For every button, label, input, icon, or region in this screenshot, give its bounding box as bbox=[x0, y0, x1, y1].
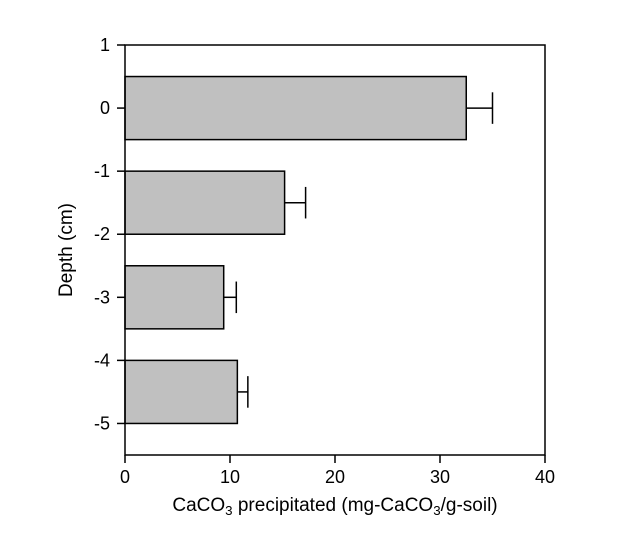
y-tick-label: -1 bbox=[94, 161, 110, 181]
bar-0 bbox=[125, 77, 466, 140]
y-tick-label: -4 bbox=[94, 350, 110, 370]
y-axis: -5 -4 -3 -2 -1 0 1 bbox=[94, 35, 125, 433]
y-tick-label: -3 bbox=[94, 287, 110, 307]
y-tick-label: -2 bbox=[94, 224, 110, 244]
bar-3 bbox=[125, 360, 237, 423]
x-axis-label: CaCO3 precipitated (mg-CaCO3/g-soil) bbox=[172, 495, 497, 518]
x-tick-label: 10 bbox=[220, 467, 240, 487]
x-tick-label: 20 bbox=[325, 467, 345, 487]
caco3-depth-bar-chart: 0 10 20 30 40 -5 -4 -3 -2 -1 0 1 CaCO3 precipitated … bbox=[0, 0, 630, 544]
chart-container: 0 10 20 30 40 -5 -4 -3 -2 -1 0 1 CaCO3 precipitated … bbox=[0, 0, 630, 544]
y-tick-label: -5 bbox=[94, 413, 110, 433]
x-tick-label: 30 bbox=[430, 467, 450, 487]
x-tick-label: 40 bbox=[535, 467, 555, 487]
x-axis: 0 10 20 30 40 bbox=[120, 455, 555, 487]
bar-1 bbox=[125, 171, 285, 234]
y-axis-label: Depth (cm) bbox=[56, 203, 77, 297]
bar-2 bbox=[125, 266, 224, 329]
y-tick-label: 0 bbox=[100, 98, 110, 118]
x-tick-label: 0 bbox=[120, 467, 130, 487]
bars-group bbox=[125, 77, 493, 424]
y-tick-label: 1 bbox=[100, 35, 110, 55]
